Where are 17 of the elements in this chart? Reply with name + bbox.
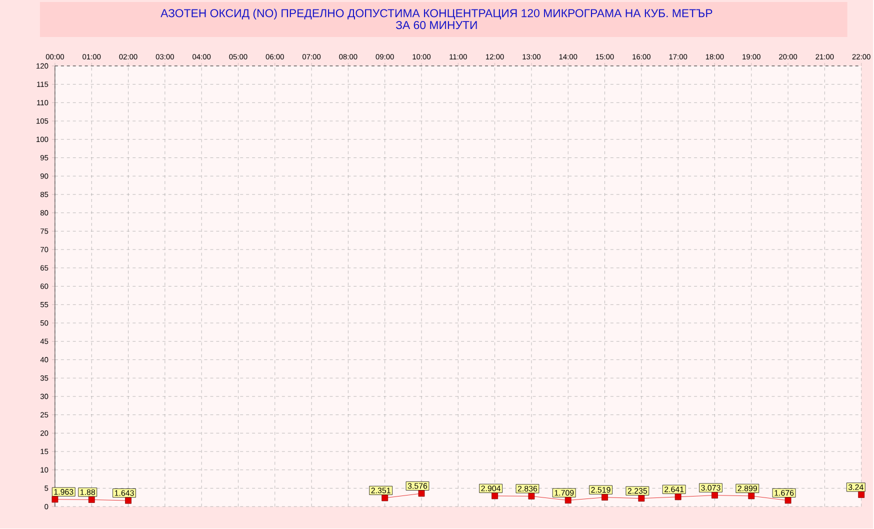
chart-title: АЗОТЕН ОКСИД (NO) ПРЕДЕЛНО ДОПУСТИМА КОНЦЕНТРАЦИЯ 120 МИКРОГРАМА НА КУБ. МЕТЪР [160,9,712,20]
point [382,494,388,502]
point [712,492,718,499]
point [564,497,572,504]
point [674,494,682,500]
point [88,496,95,504]
point [858,492,865,498]
point [602,494,608,501]
point [492,492,498,500]
chart-subtitle: ЗА 60 МИНУТИ [396,21,477,30]
point [748,492,755,500]
point [52,496,58,503]
point [528,493,535,500]
point [125,498,132,504]
point [418,490,425,497]
point [784,497,792,504]
point [638,495,645,502]
